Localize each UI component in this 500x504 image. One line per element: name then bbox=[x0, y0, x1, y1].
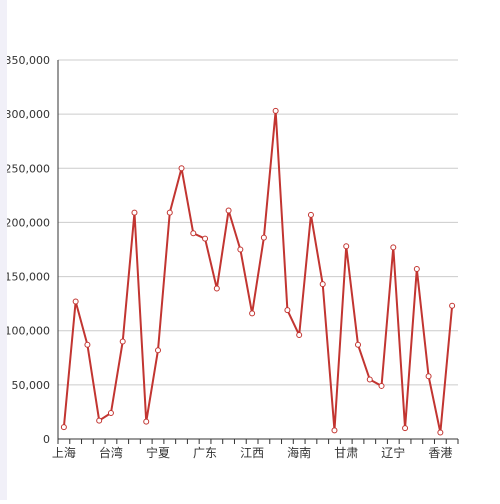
points-layer bbox=[60, 107, 456, 436]
y-tick-label: 250,000 bbox=[5, 162, 51, 175]
data-point[interactable] bbox=[166, 209, 173, 216]
y-tick-label: 0 bbox=[43, 433, 50, 446]
data-point[interactable] bbox=[296, 332, 303, 339]
y-tick-label: 350,000 bbox=[5, 54, 51, 67]
series-line bbox=[62, 109, 454, 434]
data-point[interactable] bbox=[190, 230, 197, 237]
data-point[interactable] bbox=[178, 165, 185, 172]
data-point[interactable] bbox=[225, 207, 232, 214]
x-tick-label: 宁夏 bbox=[146, 445, 170, 460]
x-tick-label: 香港 bbox=[428, 446, 452, 460]
data-point[interactable] bbox=[355, 341, 361, 348]
grid-layer bbox=[58, 59, 458, 386]
x-tick-label: 海南 bbox=[287, 445, 311, 460]
data-point[interactable] bbox=[366, 376, 373, 383]
data-point[interactable] bbox=[72, 298, 79, 305]
data-point[interactable] bbox=[284, 307, 291, 314]
data-point[interactable] bbox=[413, 265, 420, 272]
y-tick-label: 200,000 bbox=[5, 216, 51, 229]
x-tick-label: 甘肃 bbox=[334, 446, 358, 460]
x-tick-label: 上海 bbox=[52, 445, 76, 460]
data-point[interactable] bbox=[237, 246, 244, 253]
data-point[interactable] bbox=[449, 302, 456, 309]
data-point[interactable] bbox=[202, 235, 209, 242]
data-point[interactable] bbox=[272, 107, 279, 114]
data-point[interactable] bbox=[107, 410, 114, 417]
data-point[interactable] bbox=[343, 243, 350, 250]
y-tick-label: 50,000 bbox=[12, 379, 51, 392]
left-border-strip bbox=[0, 0, 7, 500]
y-tick-label: 150,000 bbox=[5, 271, 51, 284]
data-point[interactable] bbox=[331, 427, 338, 434]
x-tick-label: 台湾 bbox=[99, 445, 123, 460]
y-tick-label: 100,000 bbox=[5, 325, 51, 338]
data-point[interactable] bbox=[390, 244, 397, 251]
data-point[interactable] bbox=[131, 209, 138, 216]
x-tick-label: 江西 bbox=[240, 446, 264, 460]
data-point[interactable] bbox=[60, 424, 67, 431]
data-point[interactable] bbox=[155, 347, 161, 354]
data-point[interactable] bbox=[378, 382, 385, 389]
y-tick-label: 300,000 bbox=[5, 108, 51, 121]
data-point[interactable] bbox=[119, 338, 126, 345]
data-point[interactable] bbox=[319, 281, 326, 288]
x-tick-label: 广东 bbox=[193, 446, 217, 460]
series-layer bbox=[62, 109, 454, 434]
data-point[interactable] bbox=[213, 285, 220, 292]
data-point[interactable] bbox=[96, 417, 103, 424]
axis-layer: 0 50,000 100,000 150,000 200,000 250,000 300,0… bbox=[5, 54, 459, 460]
data-point[interactable] bbox=[260, 234, 267, 241]
data-point[interactable] bbox=[84, 341, 91, 348]
data-point[interactable] bbox=[425, 373, 432, 380]
x-tick-label: 辽宁 bbox=[381, 445, 405, 460]
data-point[interactable] bbox=[307, 211, 314, 218]
data-point[interactable] bbox=[249, 310, 256, 317]
data-point[interactable] bbox=[402, 425, 409, 432]
data-point[interactable] bbox=[143, 418, 150, 425]
data-point[interactable] bbox=[437, 429, 444, 436]
